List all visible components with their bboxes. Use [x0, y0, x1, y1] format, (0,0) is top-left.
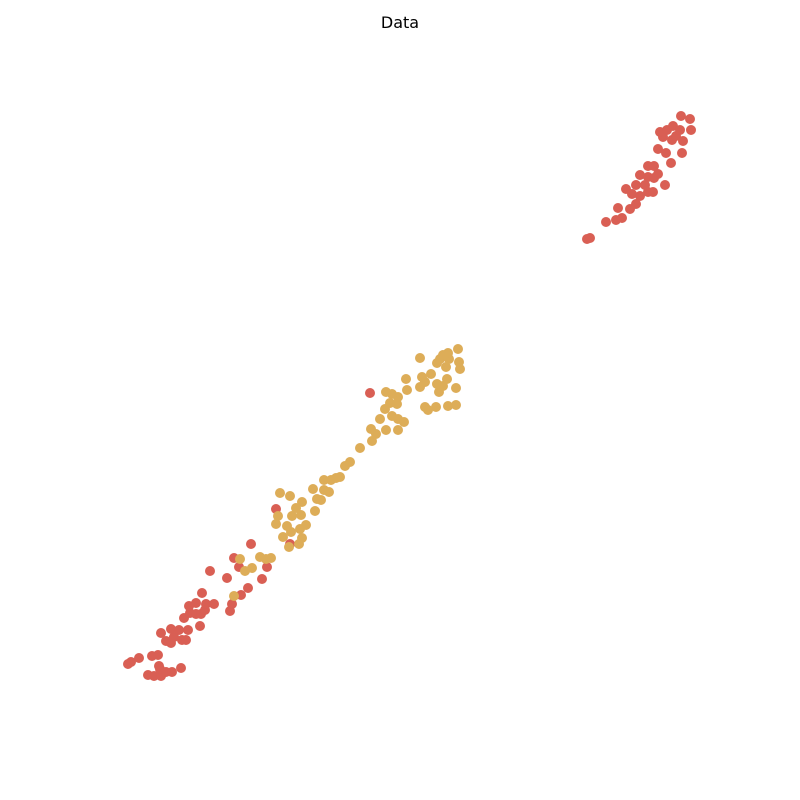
scatter-point	[635, 170, 645, 180]
scatter-point	[167, 667, 177, 677]
scatter-point	[257, 574, 267, 584]
scatter-point	[275, 488, 285, 498]
scatter-point	[675, 125, 685, 135]
scatter-point	[393, 425, 403, 435]
scatter-point	[209, 599, 219, 609]
scatter-point	[631, 180, 641, 190]
scatter-point	[686, 125, 696, 135]
scatter-point	[649, 161, 659, 171]
scatter-point	[401, 374, 411, 384]
scatter-point	[319, 475, 329, 485]
scatter-point	[415, 353, 425, 363]
scatter-point	[227, 599, 237, 609]
scatter-point	[666, 158, 676, 168]
scatter-point	[310, 506, 320, 516]
scatter-point	[191, 598, 201, 608]
scatter-point	[195, 621, 205, 631]
scatter-point	[453, 344, 463, 354]
scatter-point	[271, 519, 281, 529]
scatter-point	[601, 217, 611, 227]
scatter-point	[296, 510, 306, 520]
scatter-point	[617, 213, 627, 223]
scatter-point	[156, 628, 166, 638]
scatter-point	[678, 136, 688, 146]
scatter-point	[677, 148, 687, 158]
series-2	[229, 344, 465, 601]
scatter-point	[631, 199, 641, 209]
scatter-point	[653, 144, 663, 154]
scatter-point	[149, 671, 159, 681]
scatter-point	[301, 520, 311, 530]
scatter-point	[282, 521, 292, 531]
scatter-point	[441, 362, 451, 372]
scatter-point	[375, 414, 385, 424]
scatter-point	[229, 591, 239, 601]
scatter-point	[640, 180, 650, 190]
scatter-point	[262, 562, 272, 572]
scatter-point	[648, 187, 658, 197]
scatter-point	[247, 563, 257, 573]
scatter-point	[176, 663, 186, 673]
series-1	[123, 111, 696, 681]
scatter-point	[273, 511, 283, 521]
scatter-point	[443, 348, 453, 358]
scatter-point	[308, 484, 318, 494]
scatter-point	[285, 491, 295, 501]
scatter-point	[174, 625, 184, 635]
scatter-point	[585, 233, 595, 243]
scatter-point	[685, 114, 695, 124]
scatter-point	[635, 191, 645, 201]
scatter-point	[443, 401, 453, 411]
scatter-point	[297, 497, 307, 507]
scatter-point	[316, 495, 326, 505]
scatter-point	[183, 625, 193, 635]
scatter-point	[222, 573, 232, 583]
scatter-point	[451, 400, 461, 410]
scatter-point	[431, 402, 441, 412]
scatter-point	[661, 148, 671, 158]
scatter-point	[126, 657, 136, 667]
scatter-point	[451, 383, 461, 393]
scatter-point	[324, 487, 334, 497]
scatter-point	[278, 532, 288, 542]
scatter-point	[197, 588, 207, 598]
scatter-point	[154, 661, 164, 671]
scatter-point	[621, 184, 631, 194]
scatter-point	[297, 533, 307, 543]
scatter-point	[166, 624, 176, 634]
scatter-point	[246, 539, 256, 549]
scatter-point	[417, 372, 427, 382]
scatter-point	[205, 566, 215, 576]
scatter-point	[243, 583, 253, 593]
scatter-point	[153, 650, 163, 660]
scatter-point	[266, 553, 276, 563]
scatter-point	[399, 417, 409, 427]
scatter-point	[454, 357, 464, 367]
scatter-point	[345, 457, 355, 467]
scatter-point	[235, 554, 245, 564]
scatter-point	[134, 653, 144, 663]
scatter-point	[169, 632, 179, 642]
chart-title: Data	[380, 13, 420, 32]
scatter-point	[335, 472, 345, 482]
scatter-point	[402, 385, 412, 395]
scatter-point	[181, 635, 191, 645]
scatter-point	[365, 388, 375, 398]
scatter-point	[653, 169, 663, 179]
scatter-point	[442, 374, 452, 384]
scatter-point	[287, 511, 297, 521]
scatter-point	[355, 443, 365, 453]
scatter-point	[676, 111, 686, 121]
scatter-point	[426, 369, 436, 379]
scatter-point	[284, 542, 294, 552]
scatter-point	[201, 599, 211, 609]
scatter-point	[381, 425, 391, 435]
scatter-point	[387, 389, 397, 399]
scatter-point	[660, 180, 670, 190]
scatter-point	[613, 203, 623, 213]
scatter-point	[366, 424, 376, 434]
scatter-point	[423, 405, 433, 415]
